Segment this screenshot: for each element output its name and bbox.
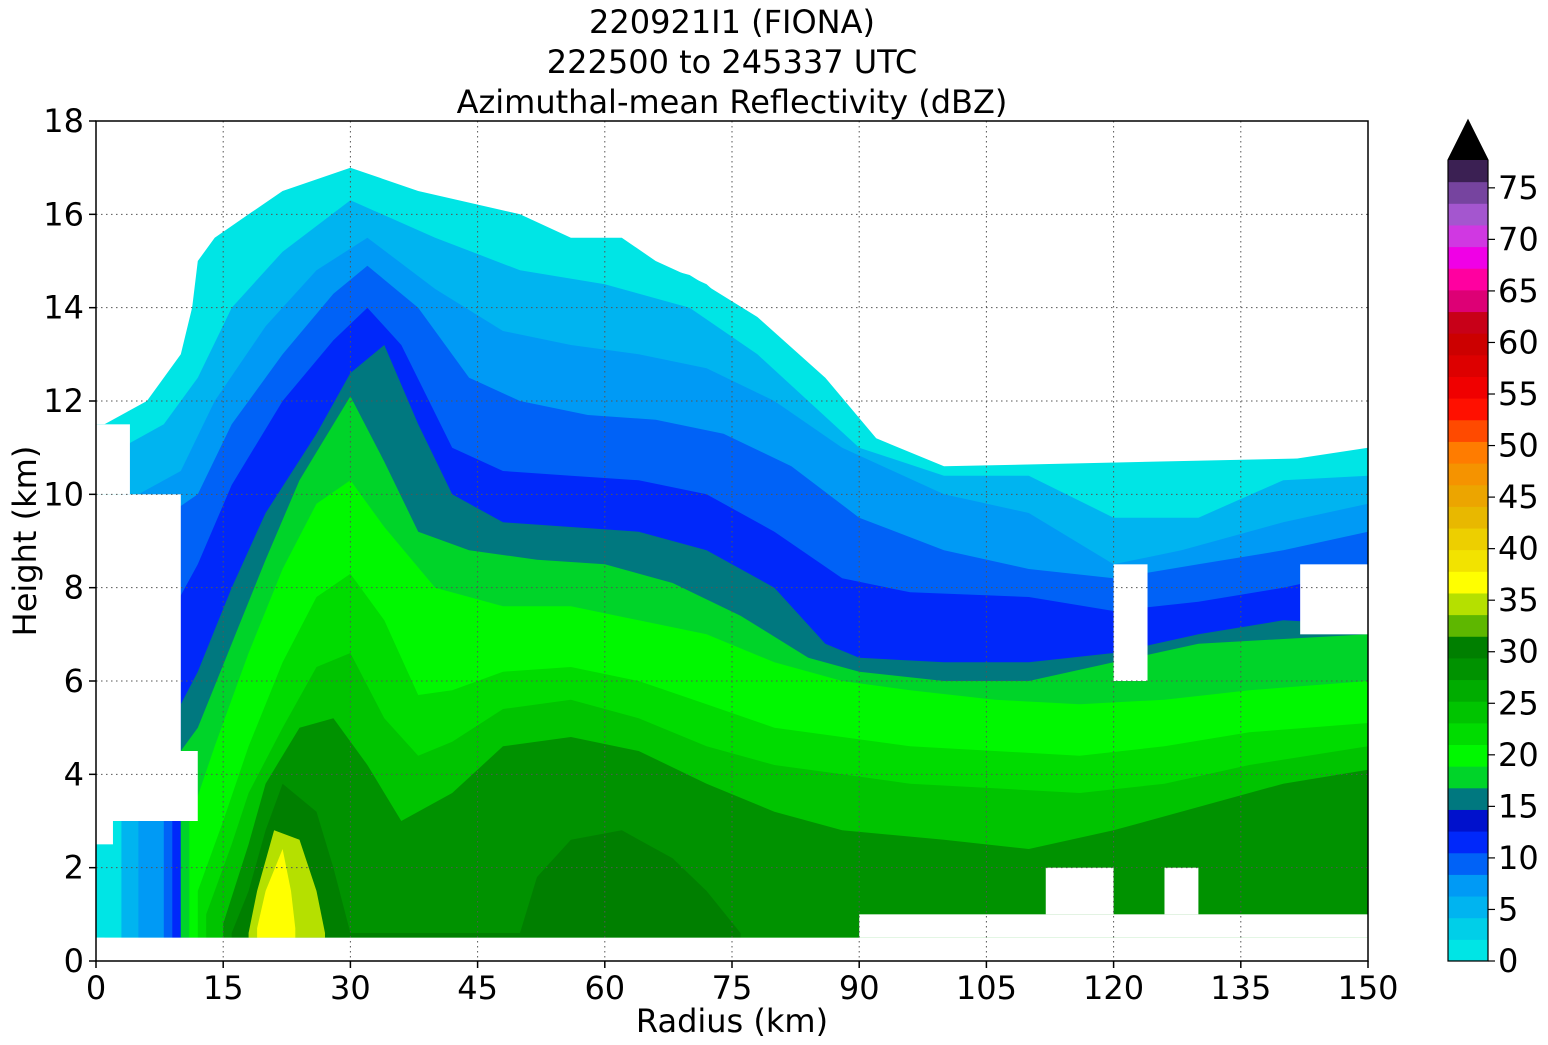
y-tick-label: 12	[43, 382, 84, 420]
colorbar-segment	[1448, 203, 1488, 226]
x-tick-label: 105	[956, 969, 1017, 1007]
no-data-region	[1113, 564, 1148, 681]
y-axis-label: Height (km)	[6, 446, 44, 637]
chart-title-line-3: Azimuthal-mean Reflectivity (dBZ)	[456, 83, 1008, 121]
colorbar-segment	[1448, 506, 1488, 529]
no-data-region	[1300, 564, 1368, 635]
reflectivity-region-36dbz	[257, 849, 296, 938]
y-tick-label: 16	[43, 195, 84, 233]
x-tick-label: 15	[203, 969, 244, 1007]
colorbar-segment	[1448, 787, 1488, 810]
colorbar-segment	[1448, 311, 1488, 334]
colorbar-segment	[1448, 571, 1488, 594]
colorbar-tick-label: 40	[1498, 530, 1539, 568]
colorbar-segment	[1448, 441, 1488, 464]
colorbar-tick-label: 60	[1498, 323, 1539, 361]
colorbar-tick-label: 25	[1498, 684, 1539, 722]
chart-title-line-2: 222500 to 245337 UTC	[546, 43, 918, 81]
colorbar-segment	[1448, 874, 1488, 897]
y-tick-label: 10	[43, 475, 84, 513]
colorbar-segment	[1448, 333, 1488, 356]
colorbar-segment	[1448, 744, 1488, 767]
colorbar-tick-label: 5	[1498, 890, 1518, 928]
colorbar-segment	[1448, 246, 1488, 269]
colorbar-tick-label: 65	[1498, 272, 1539, 310]
reflectivity-fills	[96, 167, 1368, 961]
no-data-region	[96, 797, 113, 845]
x-tick-label: 135	[1210, 969, 1271, 1007]
colorbar-segment	[1448, 484, 1488, 507]
colorbar-tick-label: 50	[1498, 427, 1539, 465]
colorbar-tick-label: 10	[1498, 839, 1539, 877]
y-tick-label: 2	[64, 849, 84, 887]
colorbar-segment	[1448, 354, 1488, 377]
colorbar-segment	[1448, 852, 1488, 875]
y-tick-label: 6	[64, 662, 84, 700]
colorbar-tick-label: 45	[1498, 478, 1539, 516]
colorbar-segment	[1448, 224, 1488, 248]
y-tick-label: 0	[64, 942, 84, 980]
x-axis-label: Radius (km)	[636, 1002, 828, 1040]
x-axis-ticks: 0 15 30 45 60 75 90 105 120 135 150	[86, 961, 1399, 1007]
chart-title-line-1: 220921I1 (FIONA)	[589, 3, 875, 41]
no-data-region	[96, 494, 181, 798]
colorbar-tick-label: 20	[1498, 736, 1539, 774]
colorbar-segment	[1448, 939, 1488, 962]
colorbar-segment	[1448, 809, 1488, 832]
x-tick-label: 120	[1083, 969, 1144, 1007]
grid-lines	[96, 121, 1368, 961]
colorbar-segment	[1448, 376, 1488, 399]
colorbar-segment	[1448, 160, 1488, 183]
reflectivity-region-31dbz	[231, 783, 741, 938]
x-tick-label: 45	[457, 969, 498, 1007]
colorbar-segment	[1448, 463, 1488, 486]
colorbar-tick-label: 15	[1498, 787, 1539, 825]
y-axis-ticks: 0 2 4 6 8 10 12 14 16 18	[43, 102, 96, 980]
colorbar-segment	[1448, 289, 1488, 313]
colorbar-segment	[1448, 528, 1488, 551]
colorbar-segment	[1448, 722, 1488, 746]
colorbar-segment	[1448, 896, 1488, 919]
no-data-region	[96, 937, 1368, 961]
colorbar-segment	[1448, 419, 1488, 442]
colorbar-segment	[1448, 636, 1488, 659]
colorbar-segment	[1448, 701, 1488, 724]
colorbar-segment	[1448, 657, 1488, 681]
x-tick-label: 90	[839, 969, 880, 1007]
colorbar-segment	[1448, 614, 1488, 637]
colorbar-tick-label: 75	[1498, 169, 1539, 207]
x-tick-label: 30	[330, 969, 371, 1007]
no-data-region	[96, 424, 130, 495]
no-data-region	[1164, 867, 1199, 915]
x-tick-label: 60	[584, 969, 625, 1007]
colorbar-segment	[1448, 398, 1488, 421]
x-tick-label: 150	[1337, 969, 1398, 1007]
y-tick-label: 4	[64, 755, 84, 793]
colorbar-segment	[1448, 549, 1488, 572]
colorbar-extend-arrow	[1448, 120, 1488, 160]
colorbar-tick-label: 55	[1498, 375, 1539, 413]
y-tick-label: 14	[43, 289, 84, 327]
colorbar-segment	[1448, 679, 1488, 702]
colorbar-tick-label: 30	[1498, 633, 1539, 671]
colorbar-segment	[1448, 592, 1488, 616]
colorbar-segment	[1448, 831, 1488, 854]
y-tick-label: 8	[64, 569, 84, 607]
no-data-region	[1045, 867, 1114, 915]
x-tick-label: 0	[86, 969, 106, 1007]
y-tick-label: 18	[43, 102, 84, 140]
x-tick-label: 75	[712, 969, 753, 1007]
colorbar-segment	[1448, 181, 1488, 204]
colorbar: 0 5 10 15 20 25 30 35 40 45 50 55 60 65 70 75	[1447, 118, 1539, 980]
colorbar-segment	[1448, 766, 1488, 789]
colorbar-outline	[1447, 118, 1489, 962]
colorbar-segment	[1448, 917, 1488, 940]
colorbar-tick-label: 0	[1498, 942, 1518, 980]
colorbar-tick-label: 70	[1498, 220, 1539, 258]
colorbar-tick-label: 35	[1498, 581, 1539, 619]
colorbar-segment	[1448, 268, 1488, 291]
